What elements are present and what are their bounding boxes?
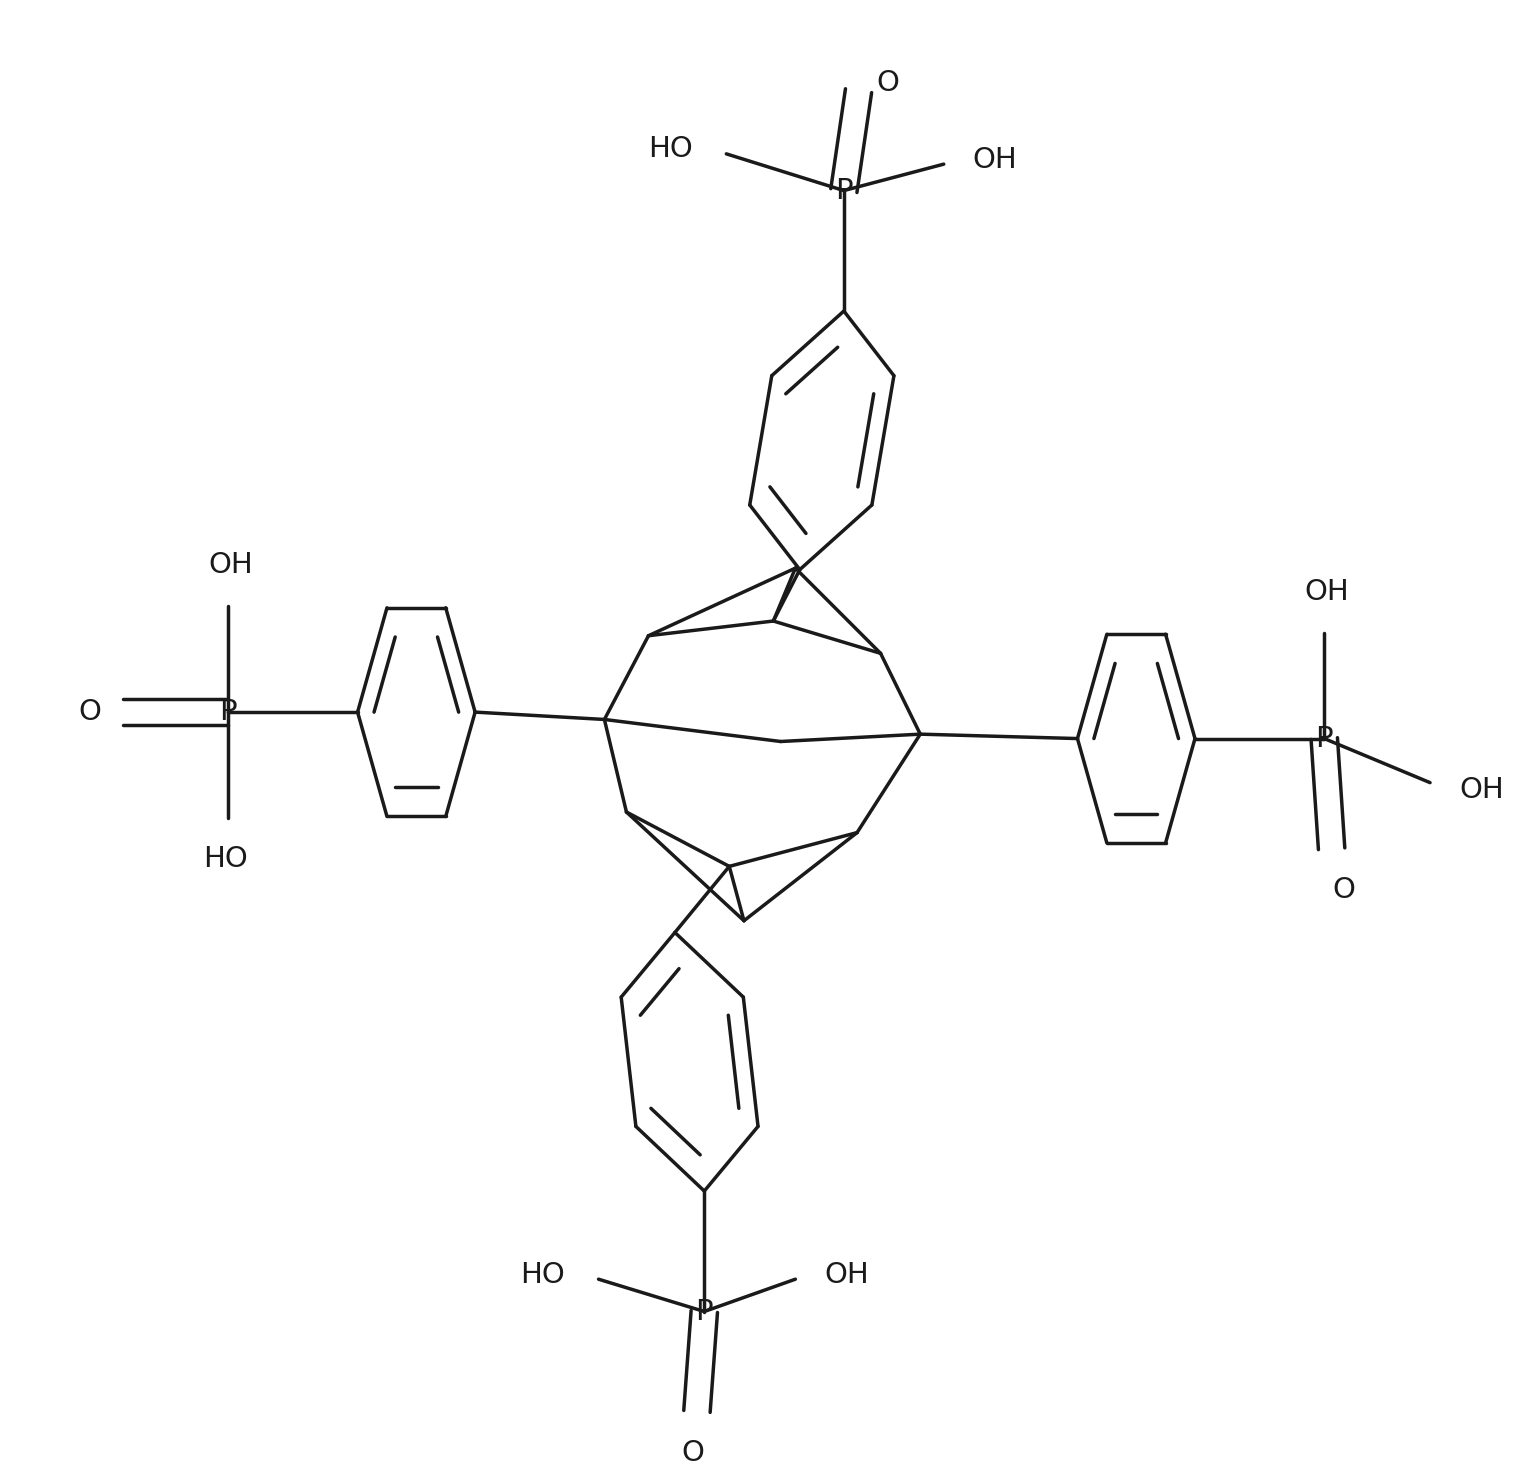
Text: P: P xyxy=(835,176,853,205)
Text: HO: HO xyxy=(204,845,248,873)
Text: OH: OH xyxy=(1305,578,1350,605)
Text: O: O xyxy=(1331,876,1354,903)
Text: P: P xyxy=(696,1298,712,1326)
Text: P: P xyxy=(219,698,237,727)
Text: OH: OH xyxy=(1458,776,1504,804)
Text: HO: HO xyxy=(521,1261,565,1289)
Text: HO: HO xyxy=(648,135,692,163)
Text: O: O xyxy=(78,698,101,727)
Text: OH: OH xyxy=(208,552,254,580)
Text: O: O xyxy=(876,70,899,98)
Text: OH: OH xyxy=(824,1261,869,1289)
Text: P: P xyxy=(1316,725,1333,752)
Text: O: O xyxy=(682,1439,705,1467)
Text: OH: OH xyxy=(973,145,1017,174)
